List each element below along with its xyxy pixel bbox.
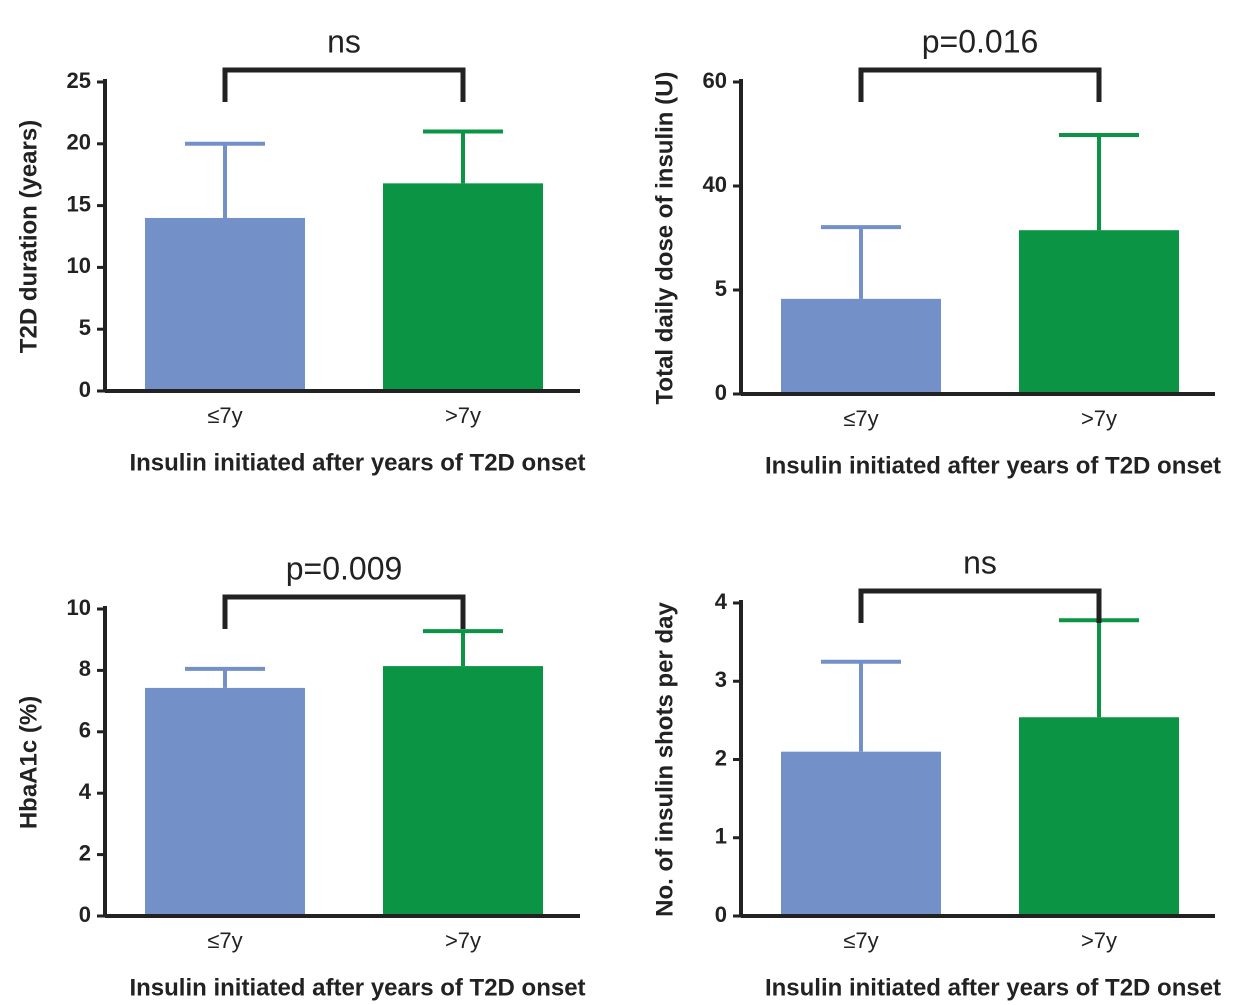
y-tick-label: 2: [79, 840, 91, 865]
y-tick-label: 10: [67, 253, 91, 278]
x-tick-label: >7y: [445, 403, 481, 428]
y-tick-label: 1: [715, 824, 727, 849]
y-tick-label: 0: [79, 377, 91, 402]
y-axis-label: T2D duration (years): [15, 120, 42, 353]
x-tick-label: ≤7y: [207, 403, 242, 428]
bar: [781, 298, 941, 394]
y-tick-label: 4: [79, 779, 92, 804]
y-axis-label: HbaA1c (%): [15, 696, 42, 829]
x-tick-label: >7y: [445, 928, 481, 953]
y-tick-label: 25: [67, 68, 91, 93]
y-tick-label: 6: [79, 718, 91, 743]
bar: [1019, 230, 1179, 394]
y-tick-label: 0: [715, 380, 727, 405]
x-tick-label: ≤7y: [843, 928, 878, 953]
bar: [383, 183, 543, 391]
significance-bracket: [858, 67, 1102, 102]
x-tick-label: ≤7y: [207, 928, 242, 953]
x-axis-label: Insulin initiated after years of T2D ons…: [129, 974, 585, 1001]
y-tick-label: 2: [715, 745, 727, 770]
annotation: ns: [327, 23, 361, 59]
y-tick-label: 10: [67, 595, 91, 620]
x-axis-label: Insulin initiated after years of T2D ons…: [765, 974, 1221, 1001]
y-axis-label: No. of insulin shots per day: [651, 602, 678, 917]
y-tick-label: 8: [79, 656, 91, 681]
annotation: p=0.009: [286, 550, 403, 586]
y-tick-label: 4: [715, 589, 728, 614]
y-tick-label: 5: [79, 315, 91, 340]
bar: [383, 666, 543, 916]
significance-bracket: [222, 594, 466, 629]
annotation: p=0.016: [922, 23, 1039, 59]
y-tick-label: 60: [703, 68, 727, 93]
x-axis-label: Insulin initiated after years of T2D ons…: [765, 452, 1221, 479]
significance-bracket: [858, 588, 1102, 623]
y-tick-label: 3: [715, 667, 727, 692]
y-tick-label: 20: [67, 130, 91, 155]
y-tick-label: 15: [67, 191, 91, 216]
x-tick-label: ≤7y: [843, 406, 878, 431]
annotation: ns: [963, 544, 997, 580]
bar: [145, 217, 305, 391]
y-tick-label: 0: [79, 902, 91, 927]
x-tick-label: >7y: [1081, 928, 1117, 953]
y-tick-label: 5: [715, 276, 727, 301]
bar: [781, 751, 941, 916]
bar: [145, 687, 305, 916]
y-tick-label: 40: [703, 172, 727, 197]
y-tick-label: 0: [715, 902, 727, 927]
significance-bracket: [222, 67, 466, 102]
bar: [1019, 717, 1179, 916]
x-axis-label: Insulin initiated after years of T2D ons…: [129, 449, 585, 476]
y-axis-label: Total daily dose of insulin (U): [651, 72, 678, 405]
x-tick-label: >7y: [1081, 406, 1117, 431]
